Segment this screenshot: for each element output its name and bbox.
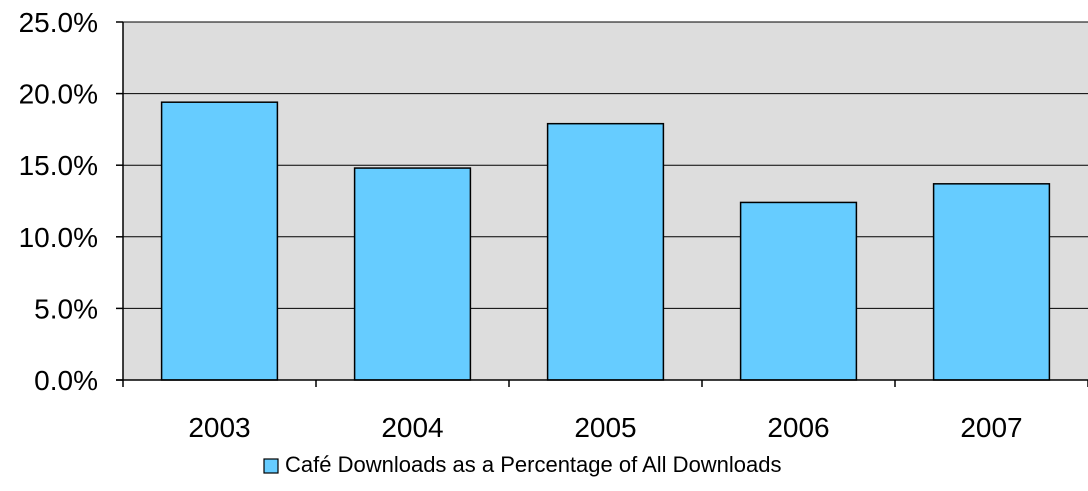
legend: Café Downloads as a Percentage of All Do…: [263, 452, 782, 477]
bars: [160, 101, 1051, 381]
y-tick-label: 25.0%: [19, 7, 98, 38]
y-tick-label: 10.0%: [19, 222, 98, 253]
y-tick-label: 0.0%: [34, 365, 98, 396]
y-axis-ticks: 0.0% 5.0% 10.0% 15.0% 20.0% 25.0%: [19, 7, 123, 396]
x-tick-label: 2004: [381, 412, 443, 443]
y-tick-label: 20.0%: [19, 79, 98, 110]
y-tick-label: 15.0%: [19, 150, 98, 181]
x-tick-label: 2006: [767, 412, 829, 443]
legend-swatch: [263, 458, 279, 474]
bar-2003: [160, 101, 279, 381]
bar-2004: [353, 167, 472, 381]
x-tick-label: 2005: [574, 412, 636, 443]
y-tick-label: 5.0%: [34, 293, 98, 324]
x-tick-label: 2007: [960, 412, 1022, 443]
bar-2005: [546, 122, 665, 381]
bar-2006: [739, 201, 858, 381]
x-tick-label: 2003: [188, 412, 250, 443]
x-axis-ticks: 2003 2004 2005 2006 2007: [122, 380, 1088, 443]
legend-label: Café Downloads as a Percentage of All Do…: [285, 452, 782, 477]
bar-2007: [932, 183, 1051, 381]
